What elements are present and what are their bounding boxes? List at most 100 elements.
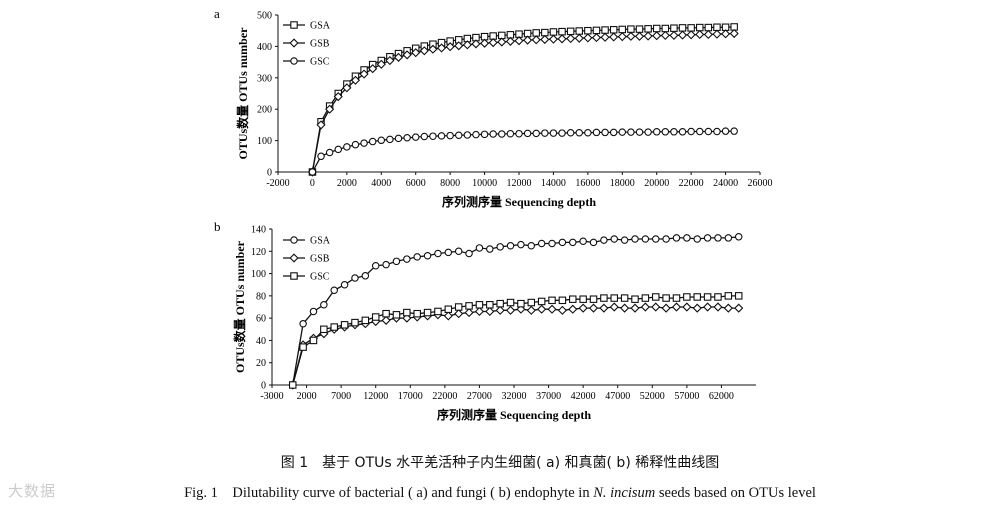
data-point-gsc (584, 129, 592, 137)
data-point-gsb (474, 306, 485, 317)
data-point-gsc (734, 292, 743, 300)
series-line-gsa (292, 236, 739, 386)
series-line-gsb (292, 306, 739, 386)
data-point-gsa (592, 26, 601, 35)
x-tick-label: 12000 (507, 178, 532, 189)
data-point-gsa (537, 239, 546, 248)
data-point-gsa (496, 243, 504, 251)
data-point-gsc (721, 127, 730, 135)
data-point-gsc (704, 127, 713, 136)
data-point-gsa (695, 23, 704, 32)
data-point-gsb (350, 75, 361, 85)
data-point-gsa (382, 260, 390, 269)
data-point-gsc (670, 128, 678, 136)
legend-label-gsb: GSB (310, 254, 330, 265)
data-point-gsc (620, 294, 629, 302)
x-tick-label: 12000 (363, 391, 388, 402)
data-point-gsb (495, 305, 505, 315)
data-point-gsb (620, 303, 630, 313)
data-point-gsc (434, 307, 442, 316)
data-point-gsc (360, 139, 368, 147)
data-point-gsa (549, 28, 558, 36)
data-point-gsb (488, 38, 498, 48)
watermark-text: 大数据 (8, 482, 57, 500)
data-point-gsa (641, 235, 650, 243)
data-point-gsc (661, 128, 670, 136)
legend-label-gsc: GSC (310, 272, 330, 283)
data-point-gsc (687, 127, 695, 136)
data-point-gsa (558, 238, 567, 247)
data-point-gsa (724, 234, 733, 242)
data-point-gsb (578, 303, 588, 313)
y-tick-label: 0 (267, 168, 272, 179)
chart-panel-b: b -3000 2000 7000 12000 17000 22000 27000 32000 3… (214, 219, 756, 422)
data-point-gsc (635, 128, 644, 136)
caption-english-prefix: Fig. 1 Dilutability curve of bacterial (… (184, 485, 594, 501)
data-point-gsa (703, 234, 712, 242)
data-point-gsb (385, 55, 395, 66)
x-tick-label: 32000 (502, 391, 527, 402)
data-point-gsa (541, 28, 549, 37)
data-point-gsa (620, 236, 629, 244)
data-point-gsc (517, 299, 525, 308)
data-point-gsb (557, 34, 567, 44)
data-point-gsa (532, 29, 540, 37)
data-point-gsc (601, 128, 609, 137)
data-point-gsb (537, 304, 547, 314)
data-point-gsa (299, 319, 307, 328)
data-point-gsb (505, 305, 516, 315)
data-point-gsc (566, 129, 575, 137)
data-point-gsc (465, 302, 473, 310)
data-point-gsa (566, 27, 575, 36)
panel-letter-a: a (214, 6, 220, 21)
data-point-gsa (330, 286, 338, 295)
data-point-gsc (325, 148, 334, 157)
data-point-gsc (548, 296, 556, 305)
data-point-gsb (651, 302, 661, 312)
data-point-gsb (669, 30, 679, 40)
x-tick-label: 42000 (571, 391, 596, 402)
data-point-gsc (480, 130, 489, 139)
data-point-gsb (729, 28, 739, 39)
data-point-gsc (382, 309, 390, 318)
x-axis-title: 序列测序量 Sequencing depth (442, 194, 596, 209)
data-point-gsb (609, 32, 619, 42)
data-point-gsc (678, 128, 687, 136)
data-point-gsa (579, 237, 587, 246)
data-point-gsc (569, 295, 577, 303)
data-point-gsb (588, 303, 599, 313)
data-point-gsb (734, 303, 744, 313)
data-point-gsc (309, 336, 318, 345)
data-point-gsc (537, 297, 546, 306)
y-tick-label: 0 (261, 381, 266, 392)
data-point-gsb (479, 38, 490, 48)
data-point-gsc (631, 295, 639, 303)
data-point-gsc (609, 128, 618, 137)
data-point-gsc (641, 294, 650, 302)
data-point-gsc (592, 128, 601, 137)
y-tick-label: 60 (256, 314, 266, 325)
data-point-gsb (333, 92, 343, 102)
data-point-gsb (695, 29, 705, 40)
data-point-gsa (320, 301, 328, 309)
y-tick-label: 40 (256, 336, 266, 347)
data-point-gsa (403, 255, 411, 263)
x-tick-label: 14000 (541, 178, 566, 189)
data-point-gsc (437, 132, 446, 140)
data-point-gsc (413, 309, 421, 318)
x-tick-label: 6000 (406, 178, 426, 189)
panel-letter-b: b (214, 219, 221, 234)
data-point-gsc (403, 134, 411, 142)
x-tick-label: 62000 (709, 391, 734, 402)
data-point-gsb (630, 303, 640, 313)
data-point-gsc (475, 301, 484, 309)
data-point-gsb (342, 83, 352, 93)
data-point-gsc (377, 136, 386, 145)
y-tick-label: 140 (251, 225, 266, 236)
data-point-gsa (714, 234, 722, 242)
data-point-gsc (472, 130, 480, 139)
data-point-gsc (308, 168, 317, 176)
data-point-gsb (568, 304, 578, 314)
data-point-gsa (444, 248, 453, 257)
data-point-gsc (463, 131, 472, 139)
